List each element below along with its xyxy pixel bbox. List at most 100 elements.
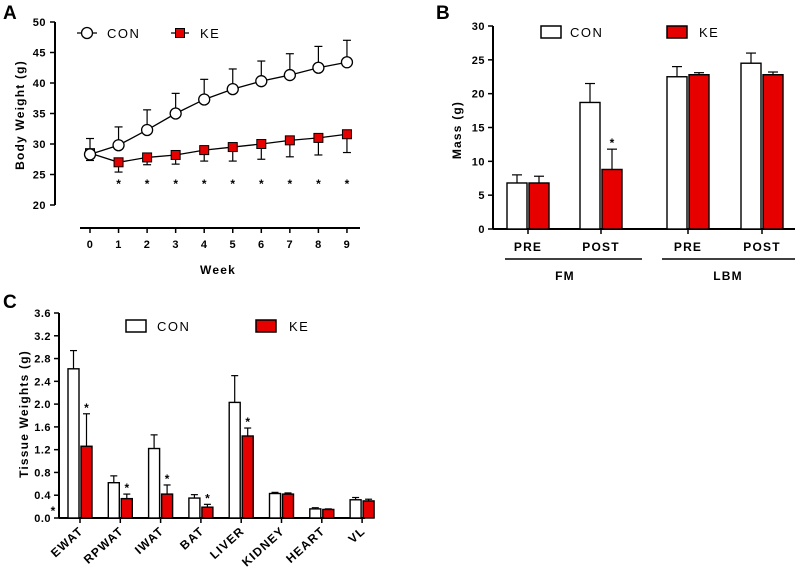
- panel-a-xtick-label: 3: [172, 239, 179, 251]
- panel-b-ytick-label: 5: [478, 190, 485, 202]
- panel-a-con-point: [198, 93, 211, 106]
- panel-b-ke-bar: [601, 168, 623, 230]
- panel-a-significance: *: [173, 177, 178, 191]
- panel-b-legend: CON KE: [540, 25, 719, 40]
- panel-c-significance: *: [165, 472, 170, 486]
- panel-a-significance: *: [288, 177, 293, 191]
- panel-a-ytick-label: 35: [33, 109, 46, 121]
- panel-a-xtick-label: 5: [229, 239, 236, 251]
- panel-b-category-label: POST: [582, 240, 619, 254]
- panel-c-ke-bar: [80, 445, 93, 519]
- panel-a-con-point: [340, 56, 354, 69]
- panel-b-group-label: LBM: [713, 269, 743, 283]
- panel-b-ytick-label: 20: [472, 89, 485, 101]
- panel-a-ytick-label: 20: [33, 200, 46, 212]
- panel-c-ytick-label: 3.2: [34, 331, 51, 343]
- legend-con-marker: [80, 26, 94, 40]
- panel-c-ke-bar: [201, 506, 214, 519]
- panel-b-ke-bar: [688, 74, 710, 230]
- panel-a-significance: *: [202, 177, 207, 191]
- panel-a-ke-point: [284, 135, 295, 146]
- panel-b-chart: B Mass (g) CON KE 0 5 10 15 20 25 30 PRE POST PRE…: [436, 3, 795, 283]
- panel-c-category-label: RPWAT: [81, 524, 126, 567]
- panel-b-letter: B: [436, 3, 450, 24]
- panel-c-ke-bar: [362, 500, 375, 519]
- panel-c-ytick-label: 1.2: [34, 445, 51, 457]
- panel-a-ke-point: [170, 149, 181, 160]
- panel-b-con-bar: [506, 182, 528, 230]
- legend-ke-marker: [175, 28, 185, 38]
- panel-a-ke-line: [89, 133, 348, 163]
- panel-c-con-bar: [228, 401, 241, 519]
- legend-ke-label: KE: [200, 26, 220, 41]
- panel-a-xtick-label: 7: [287, 239, 294, 251]
- panel-b-ytick-label: 15: [472, 123, 485, 135]
- panel-a-significance: *: [345, 177, 350, 191]
- panel-c-con-bar: [349, 499, 362, 519]
- panel-a-letter: A: [3, 3, 17, 24]
- panel-b-con-bar: [579, 101, 601, 230]
- panel-c-category-label: IWAT: [132, 524, 167, 557]
- panel-c-ytick-label: 0.0: [34, 513, 51, 525]
- panel-c-ytick-label: 1.6: [34, 422, 51, 434]
- panel-b-significance: *: [610, 136, 615, 150]
- panel-a-xtick-label: 0: [87, 239, 94, 251]
- panel-a-xtick-label: 1: [115, 239, 122, 251]
- panel-a-con-point: [226, 82, 239, 96]
- panel-c-category-label: KIDNEY: [239, 524, 287, 570]
- panel-a-significance: *: [116, 177, 121, 191]
- panel-b-ke-bar: [762, 74, 784, 230]
- panel-c-con-bar: [268, 492, 282, 519]
- panel-a-ke-point: [313, 132, 324, 143]
- panel-c-ytick-label: 0.4: [34, 490, 51, 502]
- panel-a-xtick-label: 6: [258, 239, 265, 251]
- panel-a-ke-point: [142, 152, 153, 163]
- panel-a-xtick-label: 2: [144, 239, 151, 251]
- panel-a-con-point: [255, 75, 268, 88]
- legend-con-swatch: [125, 319, 147, 333]
- panel-a-ke-point: [199, 145, 210, 156]
- panel-c-category-label: EWAT: [48, 524, 86, 560]
- panel-c-con-bar: [147, 447, 161, 519]
- panel-a-con-point: [169, 107, 182, 120]
- panel-c-letter: C: [3, 292, 17, 313]
- panel-a-con-point: [312, 61, 325, 74]
- panel-b-group-label: FM: [555, 269, 575, 283]
- panel-c-category-label: HEART: [283, 524, 328, 566]
- panel-c-category-label: VL: [346, 524, 369, 546]
- panel-c-ke-bar: [322, 508, 335, 519]
- panel-c-category-label: BAT: [177, 524, 207, 553]
- panel-c-origin-mark: *: [51, 504, 56, 518]
- panel-c-con-bar: [107, 481, 121, 519]
- panel-a-ytick-label: 50: [33, 17, 46, 29]
- panel-b-category-label: PRE: [674, 240, 702, 254]
- panel-a-xtick-label: 9: [344, 239, 351, 251]
- panel-c-legend: CON KE: [125, 319, 309, 334]
- panel-b-category-label: PRE: [514, 240, 542, 254]
- panel-b-ytick-label: 30: [472, 21, 485, 33]
- legend-con-swatch: [540, 25, 562, 39]
- panel-c-ke-bar: [120, 497, 134, 519]
- panel-c-ytick-label: 2.4: [34, 376, 51, 388]
- panel-a-chart: A Body Weight (g) Week CON KE 2025303540…: [3, 3, 360, 277]
- panel-b-ke-bar: [528, 182, 550, 230]
- legend-ke-label: KE: [699, 25, 719, 40]
- panel-c-ytick-label: 2.8: [34, 354, 51, 366]
- panel-b-ytick-label: 25: [472, 55, 485, 67]
- panel-c-con-bar: [309, 508, 322, 519]
- panel-a-ylabel: Body Weight (g): [13, 60, 27, 170]
- panel-b-ylabel: Mass (g): [450, 101, 464, 159]
- panel-a-ke-point: [256, 139, 267, 149]
- legend-ke-label: KE: [289, 319, 309, 334]
- panel-a-xtick-label: 4: [201, 239, 208, 251]
- panel-b-ytick-label: 0: [478, 224, 485, 236]
- panel-a-ytick-label: 40: [33, 78, 46, 90]
- panel-a-ytick-label: 30: [33, 139, 46, 151]
- panel-a-significance: *: [316, 177, 321, 191]
- panel-a-ke-point: [113, 157, 124, 168]
- legend-con-label: CON: [157, 319, 190, 334]
- panel-c-ylabel: Tissue Weights (g): [17, 350, 31, 478]
- legend-con-label: CON: [570, 25, 603, 40]
- panel-c-ke-bar: [160, 493, 174, 519]
- panel-b-ytick-label: 10: [472, 156, 485, 168]
